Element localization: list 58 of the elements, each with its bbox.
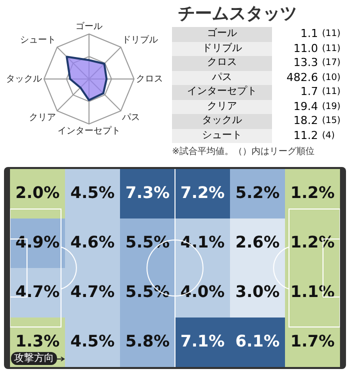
data-label: (10) [322,72,342,85]
data-label: 18.2 [292,114,319,128]
data-label: (17) [322,57,342,70]
data-label: 7.1% [180,331,225,350]
data-label: 3.0% [235,282,280,301]
text: ※試合平均値。（）内はリーグ順位 [172,146,316,158]
spoke-label: インターセプト [58,126,120,137]
data-label: 11.0 [292,42,319,56]
text: チームスタッツ [178,3,298,25]
data-label: (11) [322,86,342,100]
category-label: パス [172,70,272,85]
category-label: インターセプト [172,85,272,100]
data-label: 7.2% [180,182,225,202]
spoke-label: クリア [28,112,56,123]
data-label: (15) [322,115,342,128]
spoke-label: タックル [6,74,42,84]
data-label: 4.5% [70,182,115,202]
data-label: 5.5% [125,232,170,252]
category-label: クロス [172,56,272,70]
data-label: 5.5% [125,282,170,301]
spoke-label: パス [121,112,140,123]
data-label: 4.5% [70,331,115,350]
data-label: 1.7 [300,85,319,100]
data-label: 1.7% [290,331,335,350]
data-label: 1.3% [15,331,60,350]
category-label: クリア [172,100,272,114]
data-label: 482.6 [286,70,319,85]
spoke-label: ゴール [76,20,102,32]
data-label: 1.1% [290,282,335,301]
category-label: ドリブル [172,42,272,56]
data-label: 1.2% [290,182,335,202]
data-label: 4.7% [15,282,60,301]
spoke-label: クロス [136,74,163,84]
category-label: シュート [172,128,272,143]
category-label: タックル [172,114,272,128]
data-label: 11.2 [292,128,319,143]
data-label: 13.3 [292,56,319,70]
data-label: 1.2% [290,232,335,252]
data-label: 2.0% [15,182,60,202]
data-label: 4.6% [70,232,115,252]
data-label: 6.1% [235,331,280,350]
data-label: 5.2% [235,182,280,202]
data-label: (19) [322,100,342,114]
data-label: 4.0% [180,282,225,301]
data-label: 19.4 [292,100,319,114]
data-label: 7.3% [125,182,170,202]
spoke-label: ドリブル [122,34,158,46]
data-label: 4.9% [15,232,60,252]
data-label: (11) [322,28,342,42]
data-label: 2.6% [235,232,280,252]
spoke-label: シュート [20,36,56,46]
data-label: (4) [322,130,336,143]
data-label: 4.1% [180,232,225,252]
data-label: 5.8% [125,331,170,350]
data-label: (11) [322,42,342,56]
category-label: ゴール [172,27,272,42]
data-label: 1.1 [300,27,319,42]
data-label: 4.7% [70,282,115,301]
